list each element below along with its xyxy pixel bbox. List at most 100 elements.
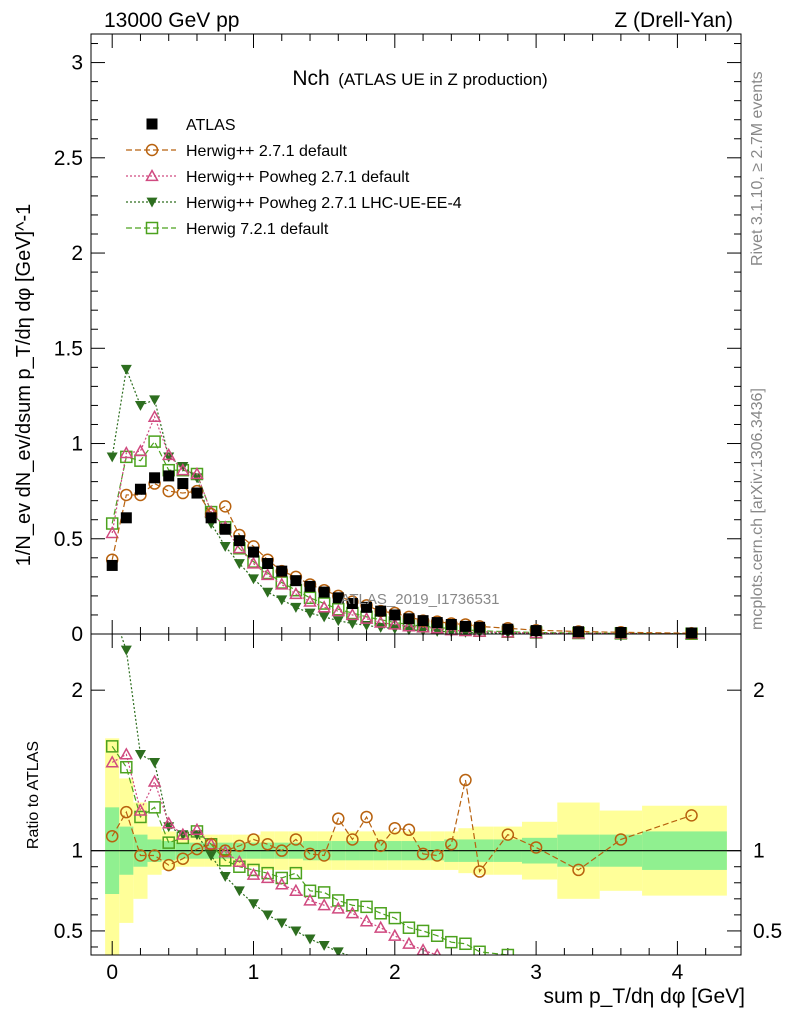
ratio-point: [134, 749, 146, 760]
ratio-point: [133, 803, 148, 816]
data-point: [219, 541, 231, 552]
series-herwig-7-2-1-default: [105, 435, 698, 640]
ratio-point: [190, 822, 204, 835]
ratio-point: [261, 866, 274, 880]
series-line: [111, 415, 692, 635]
ratio-point: [161, 816, 176, 829]
ratio-point: [501, 948, 515, 955]
data-point: [190, 466, 204, 480]
legend-marker: [146, 197, 158, 208]
data-point: [262, 587, 274, 598]
ratio-point: [261, 838, 274, 851]
data-point: [276, 595, 288, 606]
ratio-ylabel: Ratio to ATLAS: [25, 741, 42, 849]
main-ytick-label: 1.5: [54, 337, 83, 360]
ratio-point: [430, 929, 444, 942]
ratio-point: [360, 900, 373, 914]
ratio-point: [134, 849, 147, 862]
data-point: [304, 580, 316, 592]
ratio-point: [572, 863, 585, 877]
ratio-line: [111, 746, 511, 955]
ratio-point: [218, 844, 232, 857]
data-point: [289, 586, 303, 600]
ratio-point: [416, 924, 430, 938]
ratio-point: [388, 928, 402, 941]
ratio-series-herwig-powheg-2-7-1-lhc-ue-ee-4: [120, 634, 350, 955]
ratio-point: [276, 918, 288, 929]
data-point: [474, 621, 486, 633]
legend-marker: [145, 221, 159, 235]
ratio-point: [388, 821, 402, 835]
legend-marker: [145, 168, 159, 182]
ratio-point: [191, 830, 203, 841]
data-point: [445, 618, 457, 630]
data-point: [205, 512, 217, 524]
data-point: [615, 626, 627, 638]
main-ytick-label: 3: [71, 52, 83, 75]
data-point: [248, 574, 259, 585]
data-point: [346, 598, 358, 610]
data-point: [191, 487, 203, 499]
ratio-ytick-label: 2: [71, 679, 83, 702]
ratio-point: [614, 833, 628, 846]
data-point: [402, 619, 416, 632]
ratio-point: [274, 877, 289, 890]
data-point: [361, 601, 373, 613]
main-ytick-label: 0.5: [54, 528, 83, 551]
data-point: [332, 616, 344, 627]
ratio-point: [374, 907, 387, 920]
ratio-point: [105, 755, 119, 768]
data-point: [262, 558, 274, 570]
ratio-point: [290, 926, 302, 937]
data-point: [459, 620, 471, 632]
data-point: [134, 401, 146, 411]
ratio-point: [529, 841, 543, 854]
ratio-point: [190, 842, 204, 856]
ratio-point: [120, 805, 133, 819]
data-point: [163, 470, 175, 482]
data-point: [373, 615, 388, 628]
ratio-point: [473, 865, 486, 878]
ratio-point: [332, 812, 345, 825]
ratio-point: [120, 760, 133, 774]
main-ytick-label: 0: [71, 623, 83, 646]
legend-label: Herwig++ Powheg 2.7.1 default: [186, 169, 410, 186]
series-herwig-2-7-1-default: [105, 477, 698, 640]
data-point: [149, 395, 161, 406]
data-point: [176, 463, 190, 476]
ratio-point: [332, 894, 345, 907]
ratio-point: [317, 898, 331, 911]
main-ylabel: 1/N_ev dN_ev/dsum p_T/dη dφ [GeV]^-1: [13, 204, 35, 567]
ratio-point: [260, 870, 275, 884]
rivet-label: Rivet 3.1.10, ≥ 2.7M events: [749, 71, 766, 266]
ratio-point: [176, 852, 190, 865]
ratio-series-herwig-2-7-1-default: [105, 773, 698, 878]
ratio-point: [346, 833, 359, 846]
ratio-bands: [91, 738, 741, 955]
ratio-point: [275, 844, 289, 857]
data-point: [147, 409, 162, 423]
data-point: [162, 484, 175, 498]
ratio-point: [304, 934, 316, 945]
ratio-point: [373, 920, 388, 933]
ratio-point: [318, 940, 330, 951]
data-point: [276, 565, 288, 577]
data-point: [389, 609, 401, 621]
data-point: [133, 444, 148, 457]
legend-label: Herwig++ 2.7.1 default: [186, 143, 348, 160]
xtick-label: 2: [389, 961, 401, 984]
ratio-point: [105, 829, 119, 843]
ratio-point: [359, 914, 374, 927]
data-point: [375, 605, 387, 617]
data-point: [274, 577, 289, 590]
data-point: [303, 591, 317, 605]
ratio-point: [247, 833, 260, 846]
ratio-point: [303, 893, 317, 906]
ratio-point: [162, 836, 175, 849]
legend-marker: [146, 118, 158, 130]
ratio-point: [388, 911, 402, 925]
ratio-point: [473, 945, 486, 955]
series-atlas: [106, 470, 698, 639]
ratio-ytick-label-right: 1: [753, 840, 765, 863]
xtick-label: 3: [530, 961, 542, 984]
